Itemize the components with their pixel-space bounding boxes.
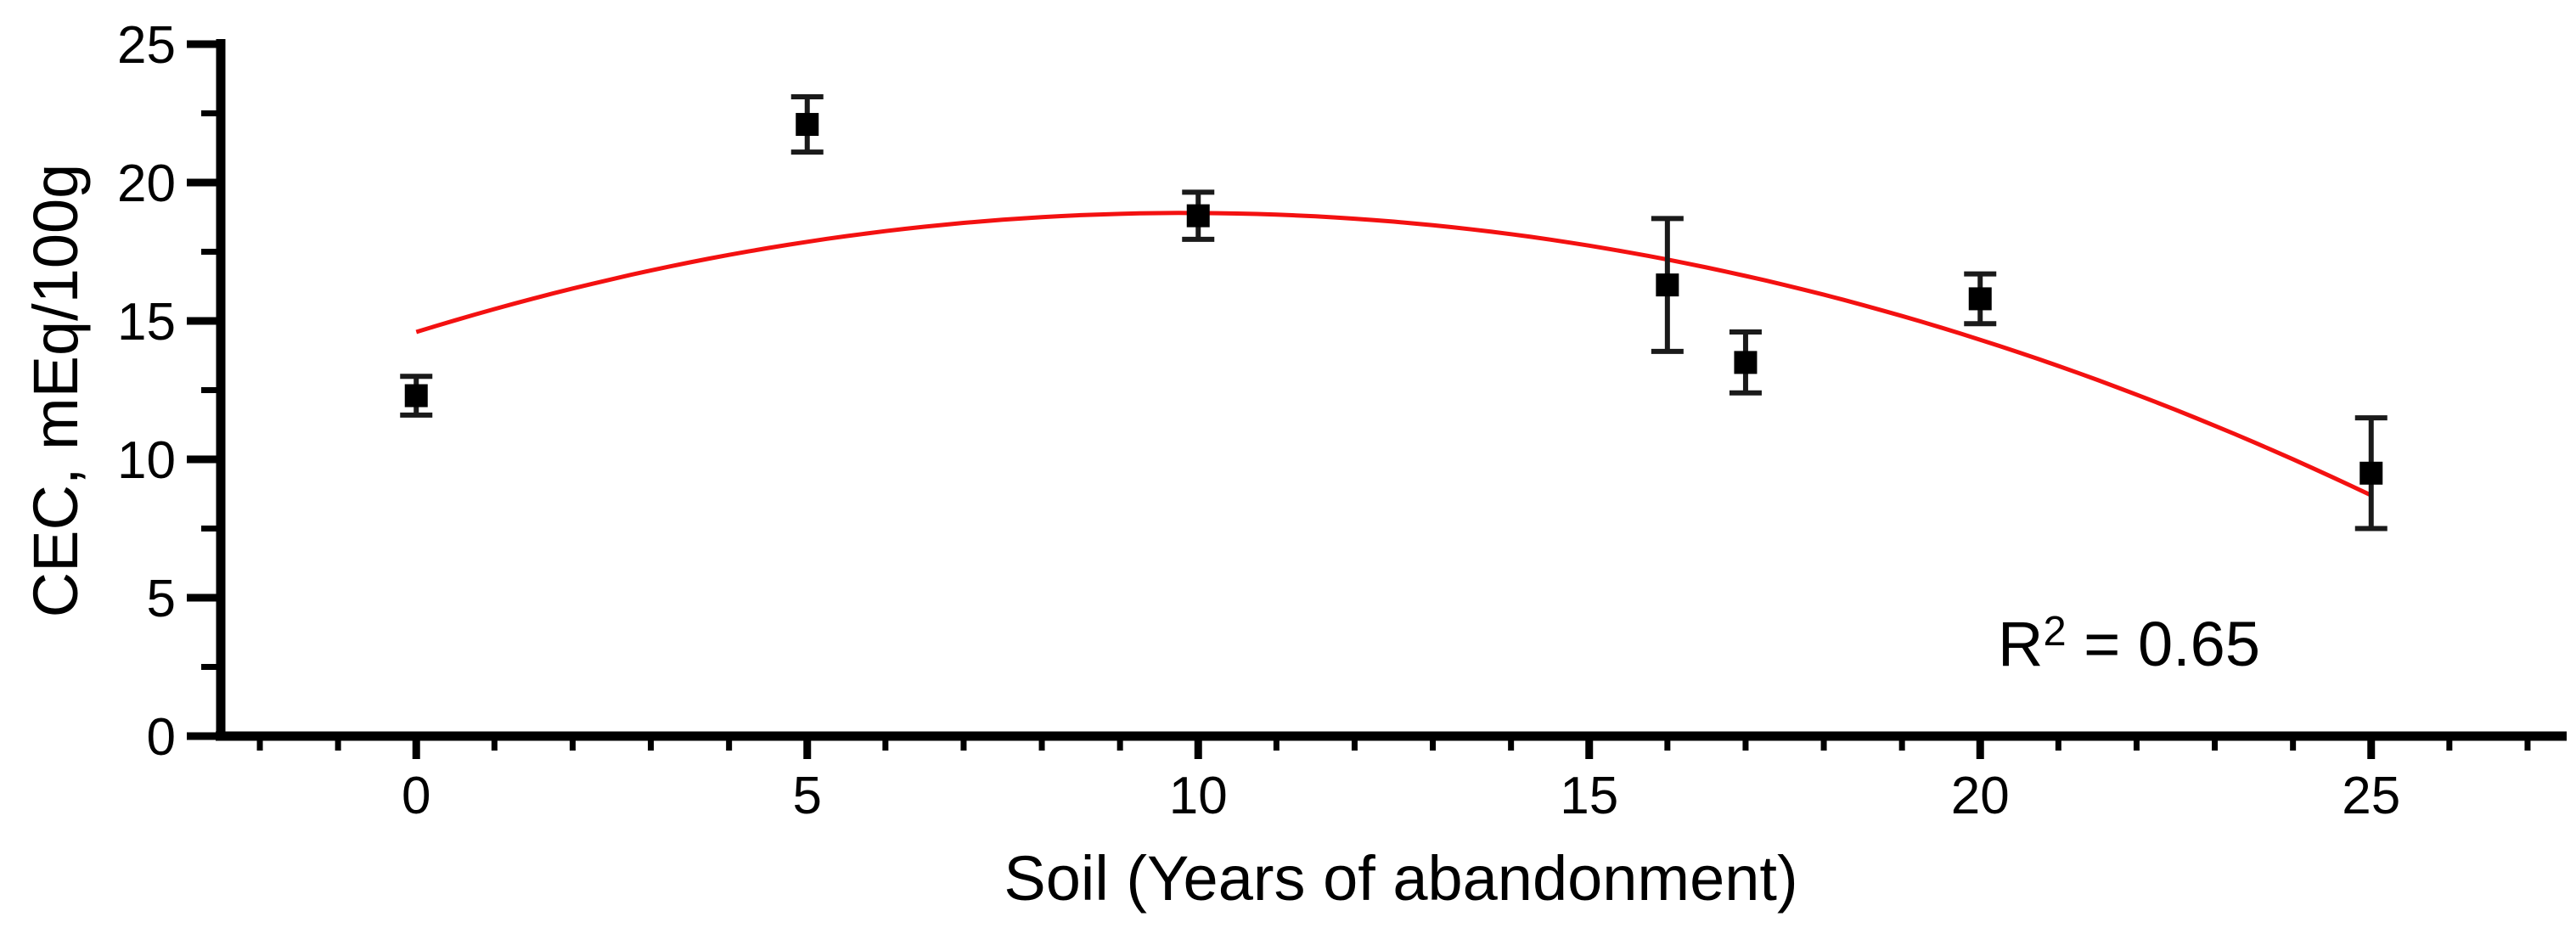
data-point: [1182, 189, 1215, 242]
x-tick-label: 0: [402, 767, 430, 825]
y-tick-label: 25: [117, 16, 176, 75]
x-axis-ticks: 0 5 10 15 20 25: [256, 740, 2531, 825]
data-point: [1964, 271, 1997, 327]
r-squared-base: R: [1998, 609, 2044, 679]
y-axis-title-text: CEC, mEq/100g: [20, 163, 91, 618]
y-tick-label: 5: [147, 570, 176, 628]
data-point-marker: [1656, 273, 1679, 297]
x-tick-label: 20: [1951, 767, 2010, 825]
x-axis-title-text: Soil (Years of abandonment): [1004, 843, 1798, 914]
data-point: [1651, 216, 1684, 354]
y-tick-label: 20: [117, 155, 176, 213]
y-tick-label: 15: [117, 293, 176, 352]
data-point-marker: [404, 384, 428, 408]
r-squared-exponent: 2: [2043, 608, 2067, 655]
x-tick-label: 5: [793, 767, 822, 825]
data-point: [2354, 415, 2388, 531]
data-point-marker: [796, 113, 819, 137]
data-point-marker: [2359, 461, 2383, 485]
y-axis-ticks: 0 5 10 15 20 25: [117, 16, 217, 767]
fit-curve: [415, 211, 2372, 498]
r-squared-annotation: R2 = 0.65: [1998, 610, 2260, 676]
data-point-marker: [1734, 351, 1758, 374]
r-squared-value: = 0.65: [2066, 609, 2260, 679]
x-tick-label: 25: [2342, 767, 2400, 825]
data-point-marker: [1968, 287, 1992, 311]
y-axis-title: CEC, mEq/100g: [20, 164, 91, 618]
data-point-marker: [1186, 204, 1210, 228]
data-point: [790, 93, 824, 155]
data-point: [400, 374, 433, 418]
data-series: [400, 93, 2388, 531]
y-tick-label: 0: [147, 708, 176, 767]
y-tick-label: 10: [117, 431, 176, 490]
x-tick-label: 10: [1169, 767, 1228, 825]
data-point: [1729, 329, 1762, 396]
x-tick-label: 15: [1560, 767, 1618, 825]
axes: [216, 39, 2567, 741]
x-axis-title: Soil (Years of abandonment): [1004, 847, 1797, 910]
